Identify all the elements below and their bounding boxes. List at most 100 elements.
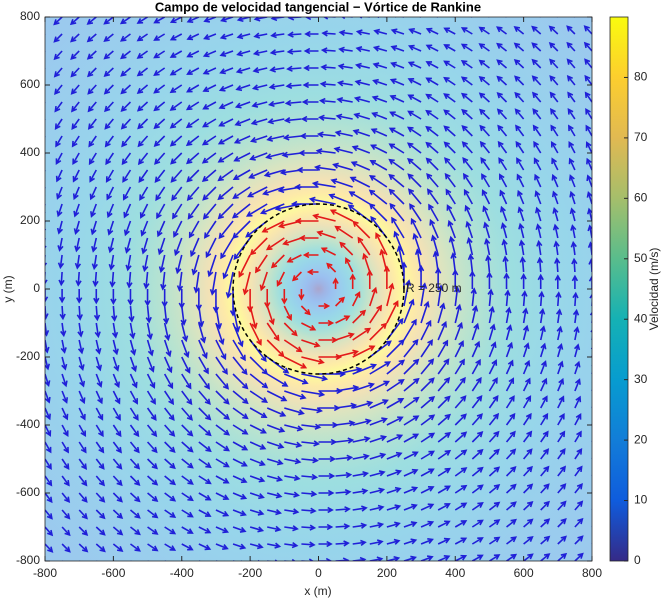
velocity-arrow	[74, 237, 81, 253]
velocity-arrow	[533, 140, 542, 154]
velocity-arrow	[369, 470, 386, 477]
velocity-arrow	[589, 293, 592, 306]
velocity-arrow	[215, 526, 230, 534]
velocity-arrow	[181, 526, 194, 534]
velocity-arrow	[45, 441, 52, 454]
velocity-arrow	[586, 190, 592, 205]
velocity-arrow	[147, 475, 159, 486]
velocity-arrow	[557, 518, 567, 528]
velocity-arrow	[403, 338, 419, 358]
velocity-arrow	[318, 302, 331, 310]
velocity-arrow	[215, 356, 228, 375]
velocity-arrow	[549, 58, 559, 69]
velocity-arrow	[269, 49, 285, 56]
velocity-arrow	[335, 332, 355, 341]
velocity-arrow	[557, 535, 567, 545]
velocity-arrow	[437, 520, 451, 528]
velocity-arrow	[73, 220, 80, 235]
velocity-arrow	[386, 398, 405, 409]
velocity-arrow	[444, 172, 456, 188]
velocity-arrow	[181, 390, 193, 406]
velocity-arrow	[352, 220, 371, 239]
velocity-arrow	[95, 390, 103, 405]
velocity-arrow	[403, 298, 415, 324]
x-tick-label: 0	[315, 566, 322, 580]
velocity-arrow	[284, 407, 305, 416]
velocity-arrow	[104, 118, 114, 130]
velocity-arrow	[557, 412, 565, 426]
velocity-arrow	[460, 60, 473, 69]
velocity-arrow	[540, 483, 550, 494]
velocity-arrow	[112, 526, 124, 536]
velocity-arrow	[171, 186, 183, 202]
velocity-arrow	[56, 203, 63, 218]
velocity-arrow	[574, 552, 584, 561]
velocity-arrow	[574, 500, 584, 511]
velocity-arrow	[488, 323, 496, 341]
velocity-arrow	[104, 101, 114, 113]
velocity-arrow	[45, 187, 46, 196]
velocity-arrow	[514, 108, 525, 120]
velocity-arrow	[62, 560, 64, 561]
velocity-arrow	[352, 505, 368, 512]
velocity-arrow	[390, 61, 405, 69]
velocity-arrow	[470, 287, 477, 307]
velocity-arrow	[537, 273, 544, 289]
velocity-arrow	[91, 237, 98, 253]
velocity-arrow	[202, 101, 217, 110]
velocity-arrow	[454, 340, 464, 358]
velocity-arrow	[172, 203, 183, 220]
velocity-arrow	[540, 465, 550, 477]
velocity-arrow	[539, 342, 547, 358]
velocity-arrow	[146, 322, 153, 341]
velocity-arrow	[231, 203, 251, 219]
velocity-arrow	[164, 509, 177, 518]
velocity-arrow	[522, 307, 529, 324]
velocity-arrow	[123, 220, 132, 237]
velocity-arrow	[437, 302, 446, 324]
velocity-arrow	[570, 240, 577, 256]
velocity-arrow	[198, 458, 212, 469]
velocity-arrow	[267, 100, 285, 108]
velocity-arrow	[496, 108, 508, 120]
velocity-arrow	[488, 359, 498, 375]
velocity-arrow	[471, 413, 483, 426]
velocity-arrow	[375, 232, 388, 256]
velocity-arrow	[557, 343, 564, 358]
velocity-arrow	[443, 109, 456, 120]
velocity-arrow	[539, 17, 541, 18]
velocity-arrow	[393, 230, 405, 256]
velocity-arrow	[437, 358, 450, 375]
velocity-arrow	[352, 453, 370, 460]
velocity-arrow	[505, 324, 513, 341]
velocity-arrow	[523, 518, 534, 528]
velocity-arrow	[95, 441, 105, 454]
velocity-arrow	[212, 289, 220, 314]
velocity-arrow	[205, 237, 217, 259]
velocity-arrow	[215, 407, 230, 421]
velocity-arrow	[420, 432, 436, 443]
velocity-arrow	[370, 144, 388, 154]
colorbar-tick-label: 30	[634, 372, 648, 386]
velocity-arrow	[301, 524, 317, 531]
velocity-arrow	[95, 526, 106, 536]
velocity-arrow	[145, 305, 152, 324]
velocity-arrow	[352, 363, 378, 375]
velocity-arrow	[180, 305, 187, 326]
velocity-arrow	[518, 239, 526, 256]
velocity-arrow	[488, 430, 500, 443]
velocity-arrow	[217, 186, 234, 201]
velocity-arrow	[368, 189, 388, 205]
velocity-arrow	[108, 254, 115, 271]
velocity-arrow	[45, 119, 46, 121]
velocity-arrow	[540, 518, 551, 528]
velocity-arrow	[517, 189, 525, 205]
velocity-arrow	[462, 157, 473, 171]
velocity-arrow	[369, 340, 392, 358]
velocity-arrow	[403, 486, 419, 494]
velocity-arrow	[170, 152, 183, 165]
velocity-arrow	[351, 291, 361, 307]
velocity-arrow	[369, 487, 386, 494]
velocity-arrow	[484, 237, 491, 256]
velocity-arrow	[286, 48, 302, 55]
